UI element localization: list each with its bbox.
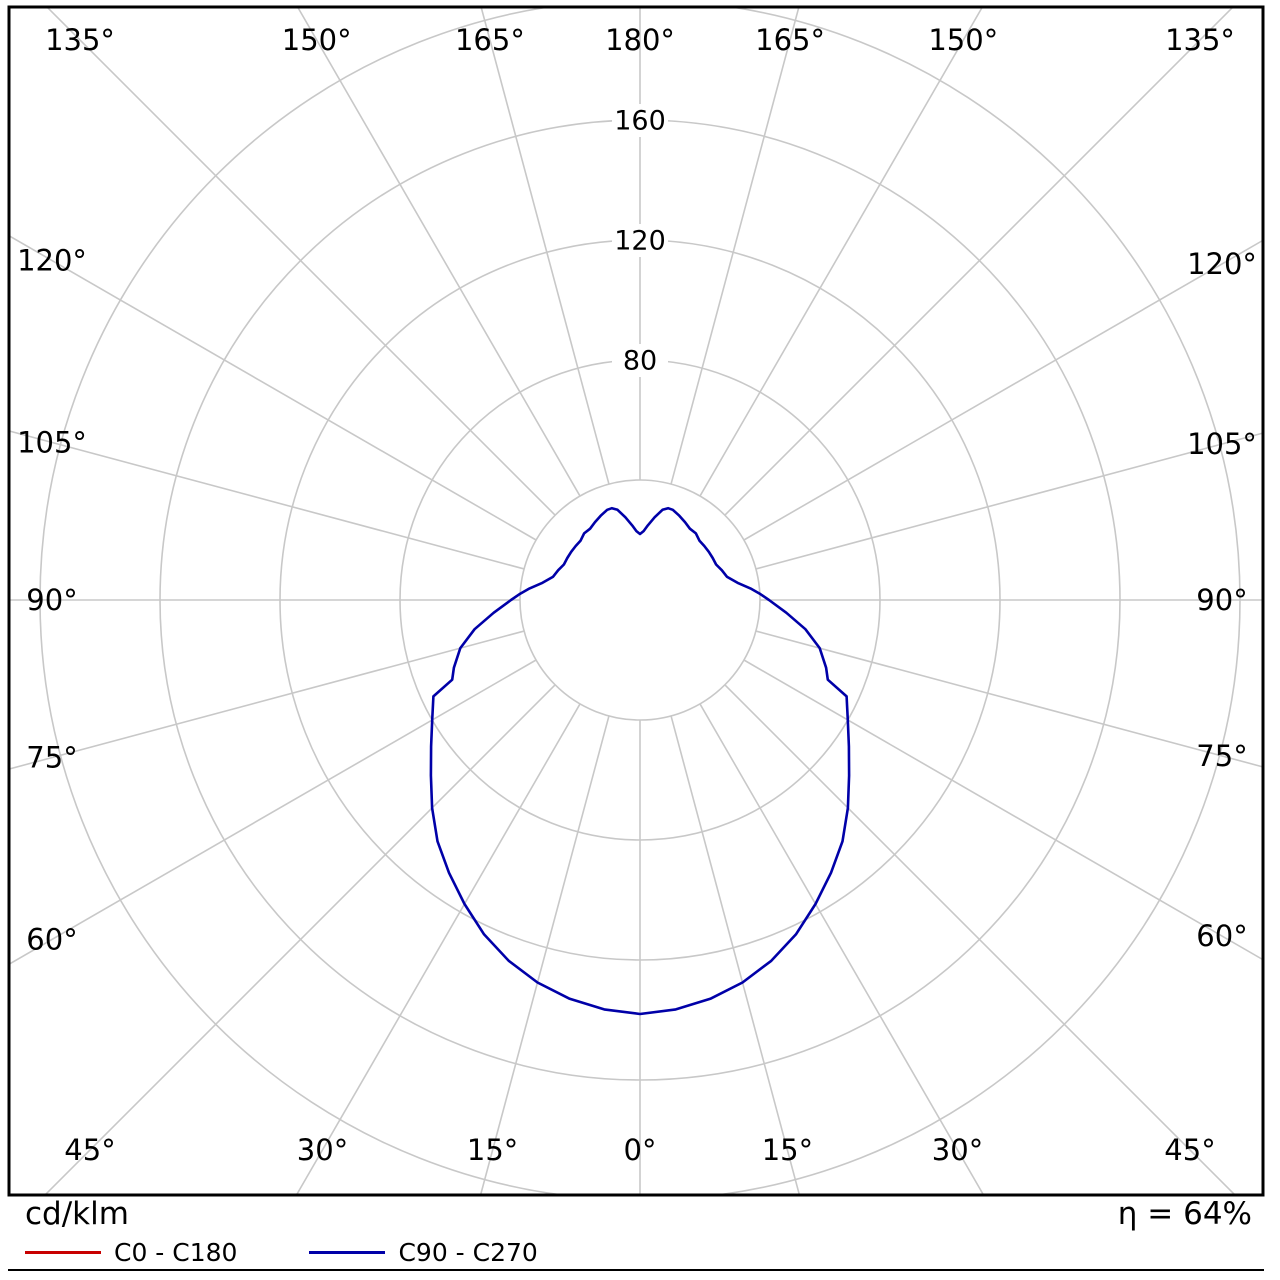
- polar-chart-svg: 80 120 160 0° 15° 15° 30° 30° 45° 45° 60° 60° 75° 75°…: [7, 5, 1265, 1197]
- angle-spoke: [10, 659, 537, 965]
- radial-tick-label: 120: [614, 226, 666, 257]
- angle-label: 105°: [17, 425, 87, 459]
- angle-spoke: [46, 8, 556, 516]
- angle-label: 60°: [26, 923, 77, 957]
- angle-label: 15°: [762, 1133, 813, 1167]
- angle-label: 75°: [1196, 739, 1247, 773]
- angle-spoke: [724, 8, 1234, 516]
- chart-border: [7, 5, 1265, 1197]
- angle-label: 105°: [1187, 427, 1257, 461]
- angle-label: 120°: [17, 244, 87, 278]
- radial-label-gap: [612, 104, 668, 137]
- angle-label: 150°: [928, 23, 998, 57]
- c90-c270-curve: [429, 506, 851, 1016]
- angle-spoke: [724, 684, 1236, 1194]
- angle-spoke: [755, 630, 1262, 768]
- angle-label: 135°: [1165, 23, 1235, 57]
- legend-line-swatch: [309, 1251, 386, 1254]
- legend: C0 - C180 C90 - C270: [25, 1238, 610, 1267]
- angle-label: 30°: [297, 1133, 348, 1167]
- polar-grid: [10, 8, 1262, 1194]
- radial-tick-label: 160: [614, 106, 666, 137]
- legend-label: C0 - C180: [114, 1238, 238, 1267]
- angle-spoke: [743, 239, 1262, 541]
- angle-spoke: [10, 235, 537, 541]
- angle-label: 45°: [64, 1133, 115, 1167]
- angle-spoke: [699, 8, 983, 497]
- legend-label: C90 - C270: [398, 1238, 538, 1267]
- angle-spoke: [480, 715, 610, 1194]
- angle-label: 0°: [624, 1133, 657, 1167]
- angle-label: 60°: [1196, 919, 1247, 953]
- angle-spoke: [296, 703, 581, 1194]
- angle-spoke: [670, 715, 800, 1194]
- angle-spoke: [10, 430, 525, 570]
- legend-item-1: C90 - C270: [309, 1238, 538, 1267]
- angle-label: 75°: [26, 741, 77, 775]
- angle-label: 30°: [932, 1133, 983, 1167]
- bottom-rule: [8, 1269, 1264, 1271]
- angle-label: 135°: [45, 23, 115, 57]
- radial-tick-label: 80: [623, 346, 657, 377]
- angle-label: 45°: [1164, 1133, 1215, 1167]
- angle-spoke: [480, 8, 610, 485]
- angle-spoke: [297, 8, 581, 497]
- radial-label-gap: [612, 344, 668, 377]
- units-label: cd/klm: [25, 1196, 129, 1232]
- angle-label: 15°: [467, 1133, 518, 1167]
- angle-label: 90°: [1196, 583, 1247, 617]
- efficiency-label: η = 64%: [1117, 1196, 1252, 1232]
- angle-spoke: [699, 703, 984, 1194]
- angle-label: 150°: [282, 23, 352, 57]
- radial-label-gap: [612, 224, 668, 257]
- angle-label: 180°: [605, 23, 675, 57]
- grid-circle: [519, 479, 761, 721]
- legend-item-0: C0 - C180: [25, 1238, 237, 1267]
- angle-spoke: [670, 8, 800, 485]
- legend-line-swatch: [25, 1251, 101, 1254]
- angle-spoke: [10, 630, 525, 770]
- chart-footer: cd/klm η = 64% C0 - C180 C90 - C270: [0, 1196, 1280, 1270]
- angle-label: 165°: [455, 23, 525, 57]
- angle-label: 165°: [755, 23, 825, 57]
- angle-spoke: [743, 659, 1262, 961]
- angle-label: 120°: [1187, 247, 1257, 281]
- angle-spoke: [755, 432, 1262, 570]
- angle-label: 90°: [26, 583, 77, 617]
- angle-spoke: [44, 684, 556, 1194]
